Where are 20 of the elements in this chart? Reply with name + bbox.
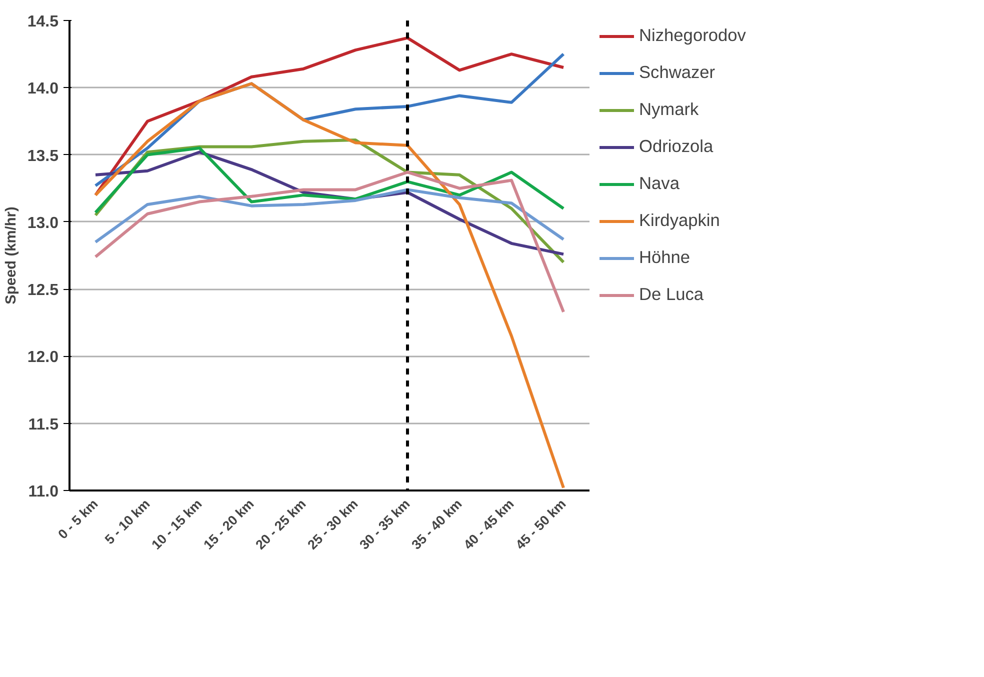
legend-label: Odriozola	[639, 136, 714, 157]
legend-label: De Luca	[639, 284, 704, 305]
y-tick-label: 12.5	[27, 282, 59, 300]
y-tick-label: 11.5	[28, 416, 59, 434]
legend-label: Nymark	[639, 99, 699, 120]
y-tick-label: 14.0	[27, 80, 59, 98]
legend-label: Schwazer	[639, 62, 716, 83]
y-tick-label: 13.0	[27, 214, 59, 232]
line-series	[94, 82, 565, 490]
y-tick-label: 13.5	[27, 148, 59, 165]
y-tick-label: 14.5	[27, 14, 59, 30]
line-series	[94, 188, 565, 244]
line-series	[94, 146, 565, 214]
y-tick-label: 12.0	[27, 349, 59, 366]
y-axis-title: Speed (km/hr)	[3, 206, 20, 304]
legend-label: Nava	[639, 173, 680, 194]
line-series	[94, 170, 565, 314]
legend-label: Kirdyapkin	[639, 210, 720, 231]
legend-label: Nizhegorodov	[639, 25, 746, 46]
legend-label: Höhne	[639, 247, 690, 268]
